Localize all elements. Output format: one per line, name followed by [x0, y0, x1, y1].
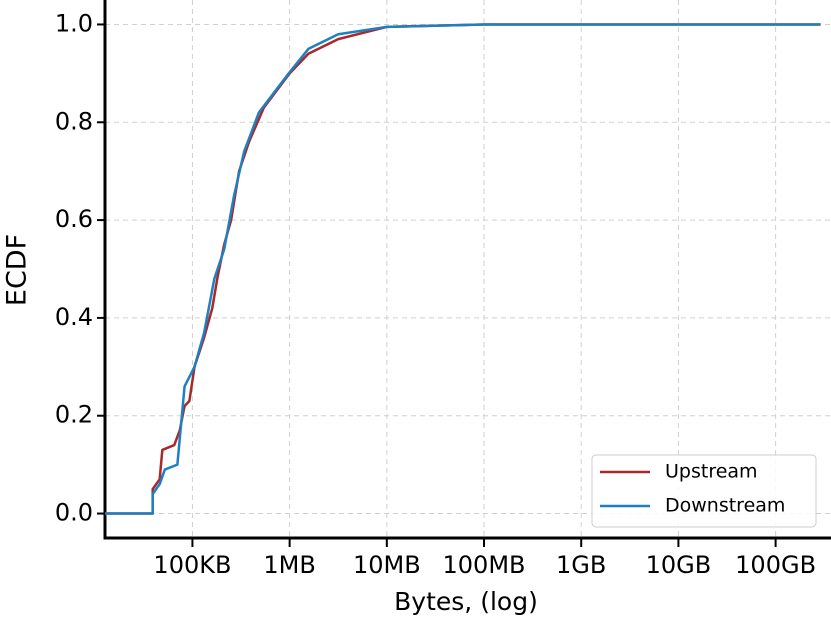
- x-tick-label: 10GB: [646, 551, 712, 579]
- y-axis-label: ECDF: [2, 234, 33, 306]
- x-tick-label: 100KB: [153, 551, 231, 579]
- line-series: [105, 23, 821, 515]
- x-tick-label: 1MB: [263, 551, 315, 579]
- legend-label: Upstream: [665, 461, 758, 483]
- x-tick-label: 1GB: [556, 551, 606, 579]
- y-tick-label: 1.0: [55, 9, 93, 37]
- legend-label: Downstream: [665, 495, 785, 517]
- x-tick-label: 100MB: [443, 551, 526, 579]
- x-axis-label: Bytes, (log): [394, 587, 538, 616]
- y-tick-label: 0.0: [55, 499, 93, 527]
- x-tick-label: 10MB: [353, 551, 421, 579]
- y-tick-label: 0.4: [55, 303, 93, 331]
- y-tick-label: 0.6: [55, 205, 93, 233]
- y-tick-label: 0.2: [55, 401, 93, 429]
- y-tick-label: 0.8: [55, 107, 93, 135]
- line-series: [105, 23, 821, 515]
- x-tick-label: 100GB: [735, 551, 816, 579]
